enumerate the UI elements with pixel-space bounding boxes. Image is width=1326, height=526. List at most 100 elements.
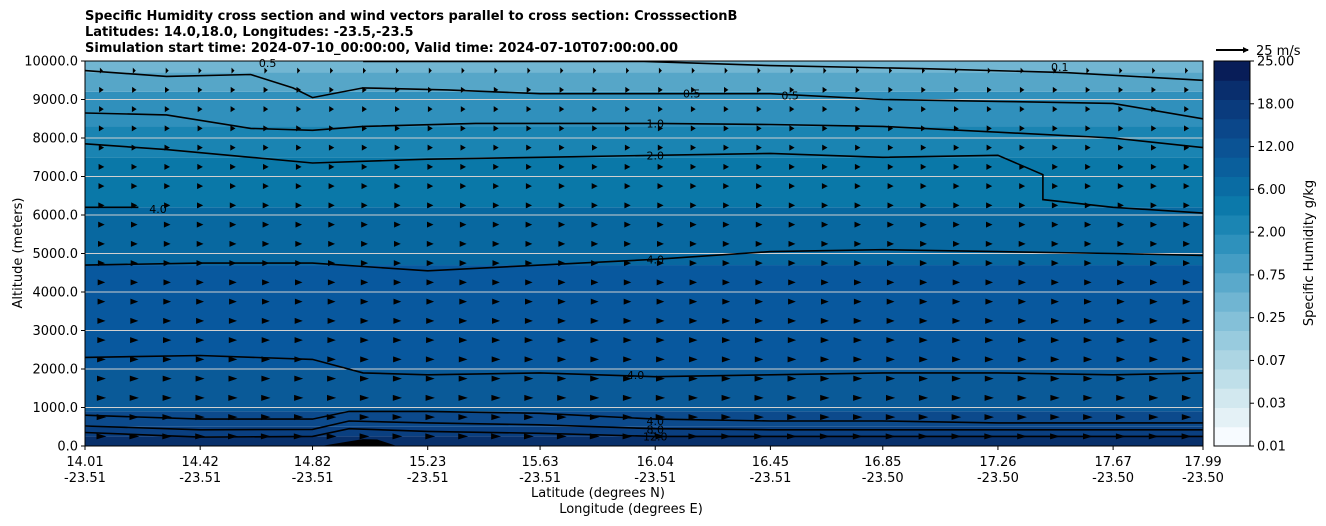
- wind-vector: [591, 260, 599, 267]
- wind-vector: [294, 356, 304, 363]
- wind-vector: [228, 414, 238, 421]
- wind-vector: [592, 144, 598, 151]
- wind-vector: [229, 260, 237, 267]
- wind-vector: [952, 317, 961, 324]
- wind-vector: [296, 86, 301, 93]
- wind-vector: [953, 163, 960, 170]
- wind-vector: [986, 221, 993, 228]
- wind-vector: [623, 298, 632, 305]
- wind-vector: [986, 125, 992, 132]
- wind-vector: [887, 221, 894, 228]
- wind-vector: [295, 163, 302, 170]
- wind-vector: [494, 67, 498, 74]
- humidity-band: [85, 207, 1203, 266]
- wind-vector: [656, 356, 665, 363]
- wind-vector: [986, 144, 992, 151]
- wind-vector: [624, 260, 632, 267]
- wind-vector: [921, 125, 926, 132]
- wind-vector: [855, 86, 860, 93]
- x-tick-label-lat: 16.85: [864, 455, 901, 470]
- wind-vector: [560, 67, 564, 74]
- chart-title-line-3: Simulation start time: 2024-07-10_00:00:…: [85, 41, 678, 56]
- wind-vector: [1083, 337, 1093, 344]
- wind-vector: [754, 356, 764, 363]
- y-tick-label: 10000.0: [24, 55, 78, 70]
- wind-vector: [426, 317, 435, 324]
- wind-vector: [328, 240, 335, 247]
- x-tick-label-lon: -23.51: [64, 471, 106, 486]
- wind-vector: [788, 221, 796, 228]
- y-tick-label: 3000.0: [33, 324, 79, 339]
- wind-vector: [986, 163, 993, 170]
- wind-vector: [592, 86, 597, 93]
- wind-vector: [557, 375, 567, 382]
- wind-vector: [132, 67, 136, 74]
- wind-vector: [754, 337, 764, 344]
- wind-vector: [756, 106, 762, 113]
- wind-vector: [689, 260, 697, 267]
- wind-vector: [131, 125, 137, 132]
- wind-vector: [853, 394, 863, 401]
- wind-vector: [954, 106, 959, 113]
- wind-vector: [393, 356, 402, 363]
- wind-vector: [854, 279, 862, 286]
- wind-vector: [656, 260, 664, 267]
- wind-vector: [165, 67, 169, 74]
- wind-vector: [888, 86, 893, 93]
- wind-vector: [97, 317, 106, 324]
- wind-vector: [1151, 125, 1157, 132]
- wind-vector: [985, 317, 994, 324]
- wind-vector: [557, 394, 567, 401]
- contour-label: 12.0: [643, 430, 668, 443]
- wind-vector: [130, 317, 139, 324]
- wind-vector: [656, 375, 665, 382]
- wind-vector: [294, 298, 303, 305]
- wind-vector: [230, 144, 236, 151]
- wind-vector: [723, 106, 729, 113]
- wind-vector: [820, 337, 829, 344]
- wind-vector: [425, 433, 436, 440]
- wind-vector: [820, 356, 830, 363]
- contour-line-4.0: [85, 248, 1203, 272]
- wind-vector: [294, 394, 304, 401]
- wind-vector: [228, 337, 238, 344]
- wind-vector: [1052, 144, 1058, 151]
- wind-vector: [820, 414, 830, 421]
- colorbar-tick-label: 0.75: [1257, 268, 1286, 283]
- wind-vector: [491, 414, 501, 421]
- wind-vector: [821, 298, 829, 305]
- wind-vector: [1116, 317, 1125, 324]
- wind-vector: [559, 125, 565, 132]
- wind-vector: [393, 298, 402, 305]
- wind-vector: [691, 86, 696, 93]
- wind-vector: [129, 375, 139, 382]
- wind-vector: [130, 260, 138, 267]
- wind-vector: [690, 106, 696, 113]
- colorbar-segment: [1214, 176, 1250, 197]
- wind-vector: [98, 125, 104, 132]
- wind-vector: [228, 375, 238, 382]
- wind-vector: [360, 260, 369, 267]
- x-tick-label-lat: 14.42: [182, 455, 219, 470]
- wind-vector: [952, 260, 960, 267]
- wind-vector: [788, 260, 796, 267]
- wind-vector: [1018, 240, 1026, 247]
- wind-vector: [953, 221, 960, 228]
- wind-vector: [690, 221, 697, 228]
- wind-vector: [656, 279, 665, 286]
- contour-line-8.0: [85, 420, 1203, 431]
- wind-vector: [1149, 298, 1158, 305]
- wind-vector: [722, 337, 731, 344]
- wind-vector: [230, 163, 236, 170]
- wind-vector: [723, 202, 730, 209]
- terrain: [320, 439, 397, 446]
- wind-vector: [920, 183, 927, 190]
- wind-vector: [920, 202, 927, 209]
- wind-vector: [393, 317, 402, 324]
- wind-vector: [790, 67, 794, 74]
- wind-vector: [262, 260, 270, 267]
- wind-vector: [953, 144, 960, 151]
- wind-vector: [361, 163, 368, 170]
- wind-vector: [922, 67, 925, 74]
